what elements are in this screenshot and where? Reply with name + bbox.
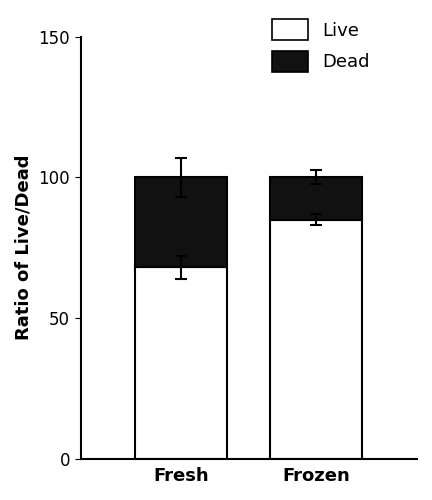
Legend: Live, Dead: Live, Dead [264,12,377,79]
Bar [270,220,362,458]
Bar [135,268,227,458]
Y-axis label: Ratio of Live/Dead: Ratio of Live/Dead [15,155,33,340]
Bar [135,178,227,268]
Bar [270,178,362,220]
